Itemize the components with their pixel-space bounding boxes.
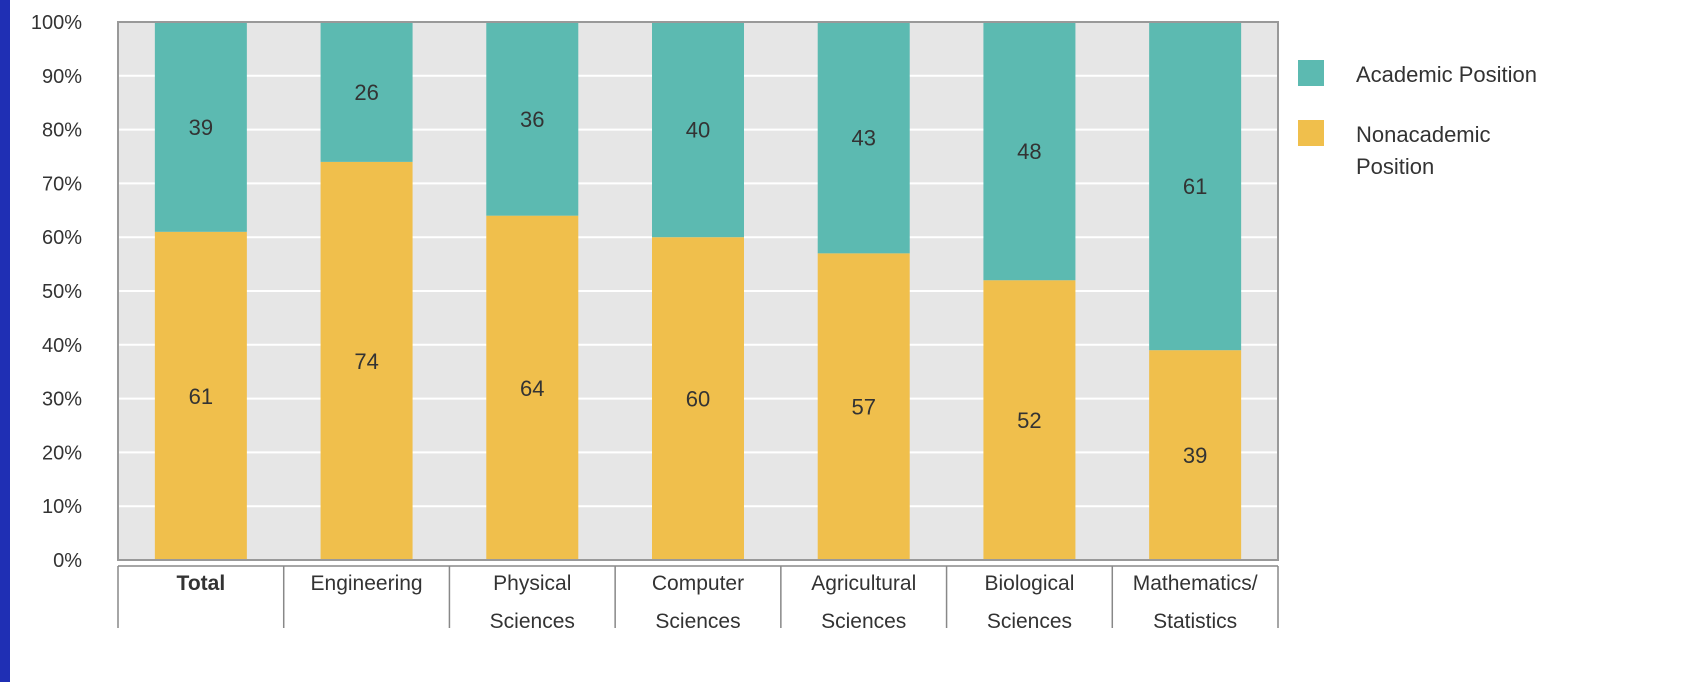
x-category-label: Computer xyxy=(652,572,744,595)
data-label: 60 xyxy=(686,387,710,412)
bar-segment xyxy=(154,22,247,232)
y-tick-label: 30% xyxy=(42,389,82,411)
x-category-label: Biological xyxy=(984,572,1074,595)
y-tick-label: 10% xyxy=(42,496,82,518)
data-label: 39 xyxy=(1183,443,1207,468)
data-label: 61 xyxy=(1183,174,1207,199)
plot-frame xyxy=(117,21,1279,561)
bar-segment xyxy=(652,22,744,238)
bar-segment xyxy=(817,22,910,254)
x-category-label: Sciences xyxy=(490,610,575,633)
x-category-label: Sciences xyxy=(655,610,740,633)
legend-label: Nonacademic xyxy=(1356,122,1491,147)
data-label: 52 xyxy=(1017,408,1041,433)
x-category-label: Agricultural xyxy=(811,572,916,595)
data-label: 57 xyxy=(851,395,875,420)
data-label: 48 xyxy=(1017,139,1041,164)
bar-segment xyxy=(1149,350,1242,560)
bar-segment xyxy=(1149,22,1242,351)
x-category-label: Sciences xyxy=(821,610,906,633)
y-tick-label: 20% xyxy=(42,442,82,464)
bar-segment xyxy=(154,231,247,560)
data-label: 43 xyxy=(851,126,875,151)
bar-segment xyxy=(320,161,413,560)
legend-label: Academic Position xyxy=(1356,62,1537,87)
y-tick-label: 90% xyxy=(42,66,82,88)
y-tick-label: 60% xyxy=(42,227,82,249)
bar-segment xyxy=(983,280,1076,560)
y-tick-label: 50% xyxy=(42,281,82,303)
x-category-label: Engineering xyxy=(311,572,423,595)
data-label: 61 xyxy=(189,384,213,409)
data-label: 36 xyxy=(520,107,544,132)
bar-segment xyxy=(817,253,910,560)
x-category-label: Statistics xyxy=(1153,610,1237,633)
bar-segment xyxy=(486,22,579,216)
bar-segment xyxy=(320,22,413,162)
legend-swatch xyxy=(1298,120,1324,146)
y-tick-label: 80% xyxy=(42,120,82,142)
bar-segment xyxy=(486,215,579,560)
y-tick-label: 40% xyxy=(42,335,82,357)
data-label: 40 xyxy=(686,118,710,143)
legend-label: Position xyxy=(1356,154,1434,179)
bar-segment xyxy=(983,22,1076,281)
y-tick-label: 0% xyxy=(53,550,82,572)
x-category-label: Sciences xyxy=(987,610,1072,633)
y-tick-label: 100% xyxy=(31,12,82,34)
y-tick-label: 70% xyxy=(42,173,82,195)
legend-swatch xyxy=(1298,60,1324,86)
x-category-label: Total xyxy=(177,572,226,595)
data-label: 26 xyxy=(354,80,378,105)
slide-side-band xyxy=(0,0,10,682)
data-label: 39 xyxy=(189,115,213,140)
x-category-label: Physical xyxy=(493,572,571,595)
bar-segment xyxy=(652,237,744,560)
data-label: 64 xyxy=(520,376,544,401)
x-category-label: Mathematics/ xyxy=(1133,572,1258,595)
data-label: 74 xyxy=(354,349,378,374)
